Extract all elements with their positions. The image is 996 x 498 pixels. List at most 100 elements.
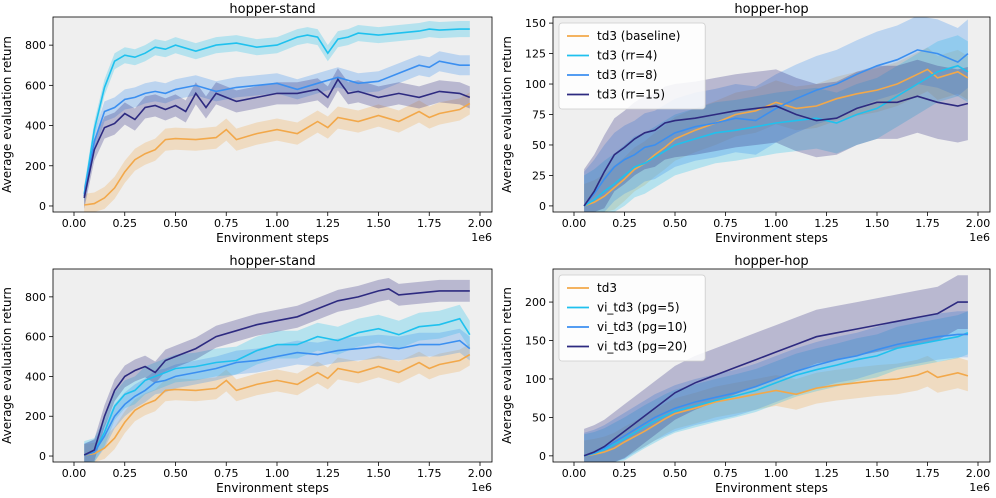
series-line-1	[583, 370, 969, 457]
x-tick-label: 1.25	[316, 217, 341, 230]
series-band-1	[84, 343, 470, 462]
y-tick-label: 75	[532, 109, 546, 122]
chart-title: hopper-hop	[734, 254, 808, 269]
y-axis-label: Average evaluation return	[500, 287, 514, 444]
x-axis-label: Environment steps	[216, 231, 329, 245]
x-tick-label: 1.50	[865, 217, 890, 230]
x-tick-label: 0.75	[214, 217, 239, 230]
x-tick-label: 0.25	[612, 467, 637, 480]
y-tick-label: 200	[525, 296, 546, 309]
series-band-1	[84, 92, 470, 212]
y-tick-label: 600	[25, 331, 46, 344]
x-tick-label: 2.00	[966, 217, 991, 230]
x-tick-label: 1.75	[915, 467, 940, 480]
series-band-4	[584, 275, 968, 462]
legend-entry: td3	[597, 281, 617, 295]
y-tick-label: 50	[532, 411, 546, 424]
y-axis-label: Average evaluation return	[500, 36, 514, 193]
x-tick-label: 0.00	[562, 467, 587, 480]
x-tick-label: 1.00	[764, 217, 789, 230]
series-line-1	[84, 353, 471, 456]
series-line-2	[583, 64, 969, 207]
series-line-4	[83, 77, 471, 199]
x-offset-label: 1e6	[471, 481, 492, 494]
x-tick-label: 1.00	[764, 467, 789, 480]
legend-box	[558, 22, 706, 110]
x-tick-label: 0.50	[163, 467, 188, 480]
x-tick-label: 1.00	[265, 217, 290, 230]
y-tick-label: 200	[25, 410, 46, 423]
series-band-1	[584, 47, 968, 212]
legend-entry: td3 (rr=8)	[597, 68, 657, 82]
x-offset-label: 1e6	[969, 481, 990, 494]
chart-panel-2: hopper-hop 0.00 0.25 0.50 0.75 1.00 1.25 1.50 1.…	[500, 2, 991, 245]
series-group	[583, 275, 969, 462]
series-line-3	[583, 333, 968, 457]
series-line-4	[583, 301, 968, 457]
plot-frame	[52, 16, 493, 213]
chart-panel-1: hopper-stand 0.00 0.25 0.50 0.75 1.00 1.25 1.50…	[0, 2, 493, 245]
x-offset-label: 1e6	[969, 231, 990, 244]
series-line-3	[583, 49, 969, 207]
y-tick-label: 150	[525, 17, 546, 30]
x-tick-label: 1.00	[265, 467, 290, 480]
chart-title: hopper-hop	[734, 2, 808, 17]
series-line-4	[583, 95, 969, 207]
series-line-2	[583, 332, 969, 457]
series-line-1	[583, 68, 969, 207]
series-line-1	[84, 102, 471, 206]
chart-panel-4: hopper-hop 0.00 0.25 0.50 0.75 1.00 1.25 1.50 1.…	[500, 254, 991, 495]
x-axis-label: Environment steps	[715, 481, 828, 495]
legend-entry: td3 (rr=15)	[597, 88, 665, 102]
y-axis-label: Average evaluation return	[0, 287, 14, 444]
series-line-2	[83, 317, 471, 456]
x-tick-label: 0.75	[713, 467, 738, 480]
y-tick-label: 400	[25, 370, 46, 383]
chart-title: hopper-stand	[229, 2, 315, 17]
legend: td3 (baseline) td3 (rr=4) td3 (rr=8) td3 (r…	[558, 22, 706, 110]
x-tick-label: 2.00	[468, 467, 493, 480]
x-tick-label: 0.75	[214, 467, 239, 480]
legend-box	[558, 274, 706, 362]
x-offset-label: 1e6	[471, 231, 492, 244]
x-tick-label: 0.25	[113, 217, 138, 230]
series-group	[83, 21, 471, 212]
chart-panel-3: hopper-stand 0.00 0.25 0.50 0.75 1.00 1.25 1.50…	[0, 254, 493, 495]
y-tick-label: 50	[532, 139, 546, 152]
x-tick-label: 0.25	[113, 467, 138, 480]
x-tick-label: 1.25	[814, 217, 839, 230]
series-band-3	[584, 17, 968, 212]
y-tick-label: 100	[525, 78, 546, 91]
x-tick-label: 1.50	[366, 217, 391, 230]
chart-title: hopper-stand	[229, 254, 315, 269]
series-line-3	[83, 60, 470, 197]
y-tick-label: 800	[25, 291, 46, 304]
x-tick-label: 1.25	[316, 467, 341, 480]
x-tick-label: 2.00	[468, 217, 493, 230]
x-tick-label: 0.00	[62, 217, 87, 230]
y-tick-label: 0	[39, 200, 46, 213]
series-band-3	[84, 328, 470, 462]
series-band-3	[84, 51, 470, 207]
x-tick-label: 0.00	[62, 467, 87, 480]
x-tick-label: 1.75	[915, 217, 940, 230]
legend-entry: td3 (rr=4)	[597, 49, 657, 63]
x-tick-label: 1.25	[814, 467, 839, 480]
x-tick-label: 0.50	[163, 217, 188, 230]
x-tick-label: 1.50	[865, 467, 890, 480]
y-tick-label: 100	[525, 373, 546, 386]
y-tick-label: 125	[525, 48, 546, 61]
x-tick-label: 0.50	[663, 217, 688, 230]
x-tick-label: 0.50	[663, 467, 688, 480]
series-line-3	[83, 339, 471, 456]
series-band-1	[584, 355, 968, 462]
legend-entry: td3 (baseline)	[597, 29, 680, 43]
legend-entry: vi_td3 (pg=5)	[597, 301, 680, 315]
series-band-3	[584, 311, 968, 462]
legend-entry: vi_td3 (pg=20)	[597, 340, 687, 354]
plot-frame	[52, 268, 493, 463]
y-tick-label: 0	[539, 200, 546, 213]
y-axis-label: Average evaluation return	[0, 36, 14, 193]
x-axis-label: Environment steps	[715, 231, 828, 245]
x-tick-label: 1.50	[366, 467, 391, 480]
